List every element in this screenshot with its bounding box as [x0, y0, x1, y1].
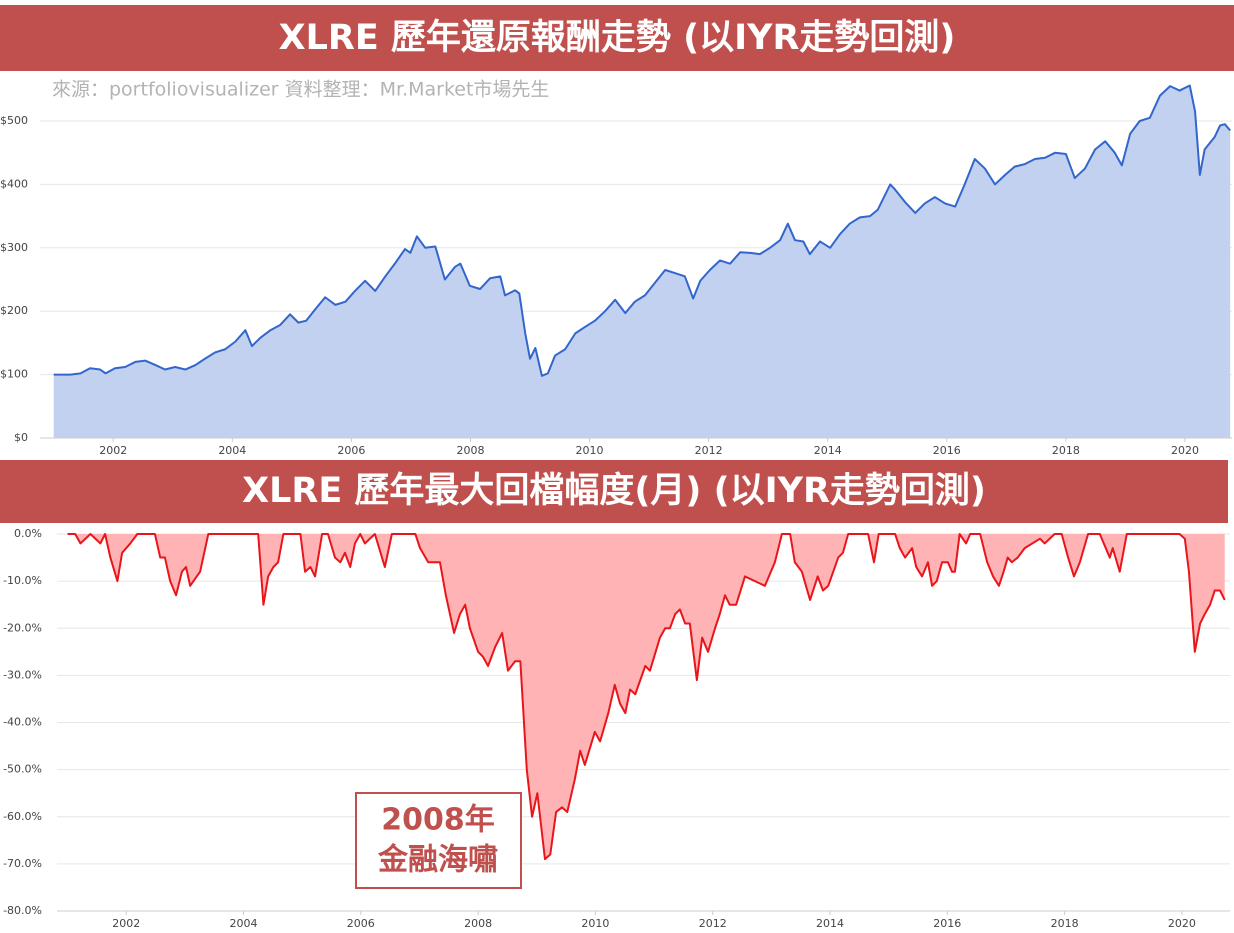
x-tick-label: 2020 — [1168, 917, 1196, 930]
x-tick-label: 2006 — [337, 444, 365, 457]
annotation-box — [355, 792, 522, 889]
x-tick-label: 2018 — [1051, 917, 1079, 930]
chart-subtitle: 來源：portfoliovisualizer 資料整理：Mr.Market市場先… — [52, 79, 549, 101]
annotation: 金融海嘯 — [377, 843, 498, 878]
y-tick-label: -60.0% — [3, 810, 42, 823]
y-tick-label: -10.0% — [3, 574, 42, 587]
x-tick-label: 2020 — [1171, 444, 1199, 457]
x-tick-label: 2014 — [816, 917, 844, 930]
chart: 0.0% -10.0% -20.0% -30.0% -40.0% -50.0% -60.0%… — [3, 527, 1230, 930]
y-tick-label: -70.0% — [3, 857, 42, 870]
x-tick-label: 2018 — [1052, 444, 1080, 457]
chart: $0 $100 $200 $300 $400 $500 2002 2004 2006 2008 20… — [0, 84, 1232, 457]
y-tick-label: $400 — [0, 177, 28, 190]
title-banner — [0, 5, 1234, 71]
y-tick-label: $0 — [14, 431, 28, 444]
x-tick-label: 2016 — [933, 917, 961, 930]
x-tick-label: 2006 — [347, 917, 375, 930]
x-tick-label: 2012 — [699, 917, 727, 930]
y-tick-label: -80.0% — [3, 904, 42, 917]
x-tick-label: 2002 — [112, 917, 140, 930]
y-tick-label: -20.0% — [3, 621, 42, 634]
y-tick-label: -30.0% — [3, 668, 42, 681]
x-tick-label: 2010 — [576, 444, 604, 457]
x-tick-label: 2012 — [695, 444, 723, 457]
y-tick-label: -40.0% — [3, 716, 42, 729]
y-tick-label: $100 — [0, 368, 28, 381]
x-tick-label: 2004 — [230, 917, 258, 930]
line — [53, 84, 1231, 377]
line — [67, 533, 1226, 861]
annotation: 2008年 — [381, 803, 495, 838]
x-tick-label: 2004 — [218, 444, 246, 457]
x-tick-label: 2010 — [581, 917, 609, 930]
x-tick-label: 2008 — [456, 444, 484, 457]
y-tick-label: $300 — [0, 241, 28, 254]
x-tick-label: 2014 — [814, 444, 842, 457]
x-tick-label: 2008 — [464, 917, 492, 930]
y-tick-label: $200 — [0, 304, 28, 317]
x-tick-label: 2016 — [933, 444, 961, 457]
chart-title: XLRE 歷年最大回檔幅度(月) (以IYR走勢回測) — [242, 471, 986, 511]
title-banner — [0, 460, 1228, 523]
y-tick-label: 0.0% — [14, 527, 42, 540]
y-tick-label: -50.0% — [3, 763, 42, 776]
y-tick-label: $500 — [0, 114, 28, 127]
area-fill — [67, 534, 1225, 860]
area-fill — [53, 85, 1231, 438]
chart-title: XLRE 歷年還原報酬走勢 (以IYR走勢回測) — [279, 18, 956, 58]
x-tick-label: 2002 — [99, 444, 127, 457]
